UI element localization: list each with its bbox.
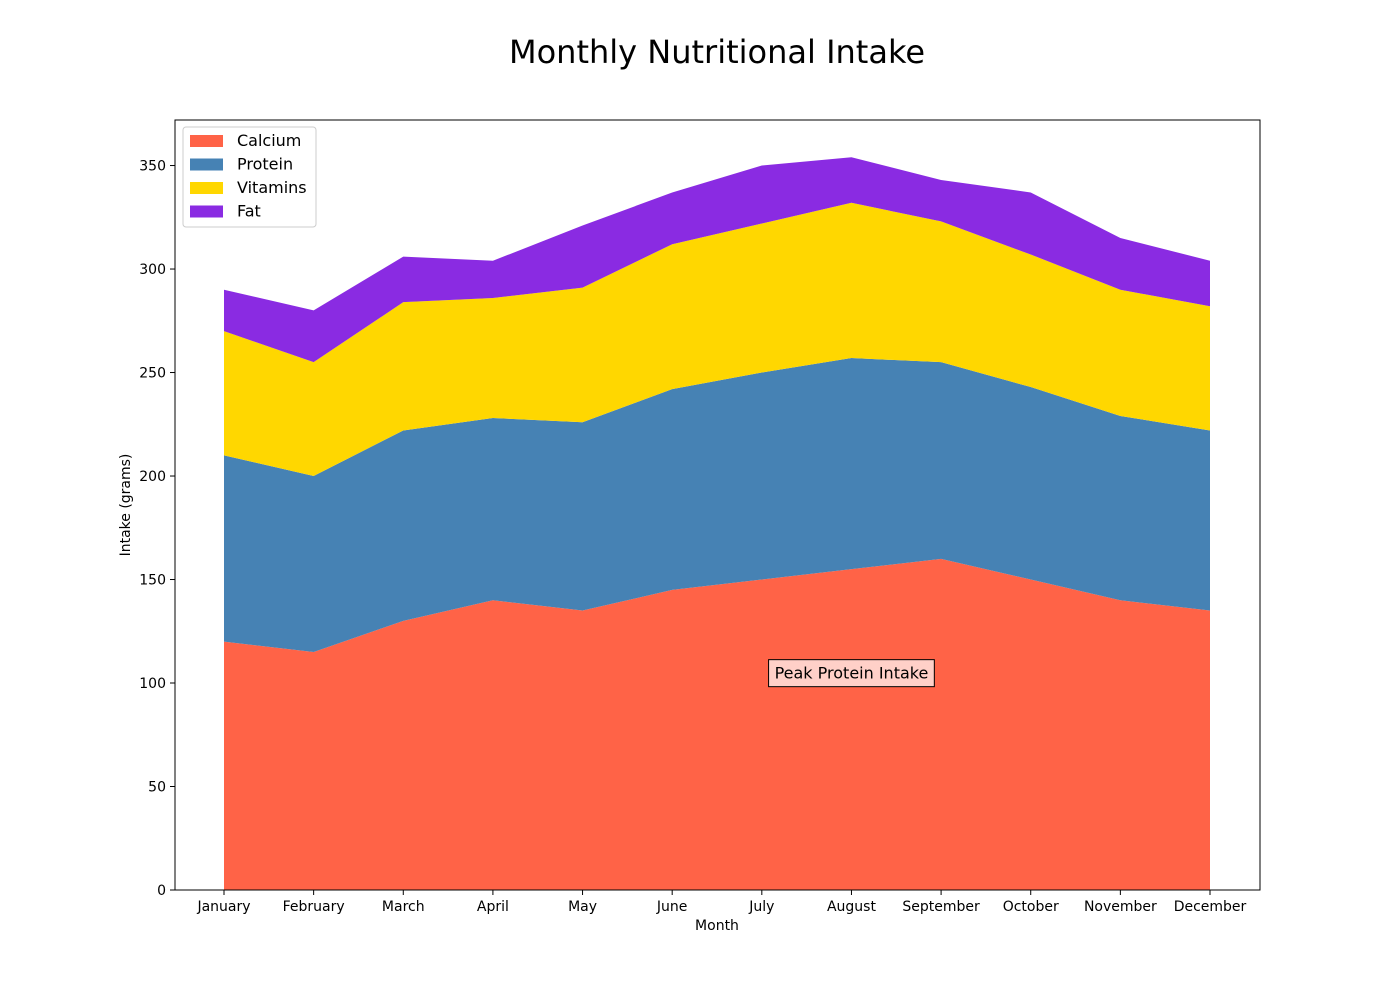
annotation-box xyxy=(768,659,935,688)
legend-label-protein: Protein xyxy=(237,155,293,174)
y-tick-label: 50 xyxy=(148,780,166,796)
legend-label-fat: Fat xyxy=(237,202,261,221)
legend-label-vitamins: Vitamins xyxy=(237,178,307,197)
x-tick-label: September xyxy=(902,899,980,915)
x-tick-label: November xyxy=(1084,899,1157,915)
legend-frame xyxy=(182,126,317,228)
x-tick-label: October xyxy=(1003,899,1059,915)
y-tick-label: 250 xyxy=(139,366,166,382)
x-tick-label: March xyxy=(382,899,425,915)
x-tick-label: August xyxy=(827,899,877,915)
plot-frame xyxy=(174,119,1261,891)
annotation-layer: Peak Protein Intake xyxy=(768,659,935,688)
legend-swatch-vitamins xyxy=(190,182,223,194)
y-tick-label: 200 xyxy=(139,469,166,485)
y-tick-label: 150 xyxy=(139,573,166,589)
area-fat xyxy=(224,157,1210,363)
y-axis: 0 50 100 150 200 250 300 350 xyxy=(139,159,175,899)
legend-swatch-calcium xyxy=(190,135,223,147)
legend-swatch-protein xyxy=(190,158,223,171)
legend-label-calcium: Calcium xyxy=(237,131,301,150)
legend: Calcium Protein Vitamins Fat xyxy=(182,126,317,228)
chart-title: Monthly Nutritional Intake xyxy=(509,33,925,71)
annotation-text: Peak Protein Intake xyxy=(775,664,929,683)
y-tick-label: 100 xyxy=(139,676,166,692)
legend-swatch-fat xyxy=(190,205,223,218)
area-vitamins xyxy=(224,202,1210,477)
x-tick-label: January xyxy=(196,899,250,915)
x-axis: January February March April May June July Augu… xyxy=(196,890,1247,915)
y-tick-label: 350 xyxy=(139,159,166,175)
y-axis-label: Intake (grams) xyxy=(118,454,134,557)
x-tick-label: June xyxy=(656,899,688,915)
x-tick-label: July xyxy=(748,899,774,915)
x-tick-label: February xyxy=(283,899,345,915)
x-axis-label: Month xyxy=(695,918,739,934)
x-tick-label: May xyxy=(568,899,597,915)
areas-layer xyxy=(224,157,1210,890)
area-protein xyxy=(224,358,1210,652)
x-tick-label: April xyxy=(477,899,509,915)
annotation: Peak Protein Intake xyxy=(768,659,935,688)
y-tick-label: 0 xyxy=(157,883,166,899)
x-tick-label: December xyxy=(1174,899,1247,915)
y-tick-label: 300 xyxy=(139,262,166,278)
area-calcium xyxy=(224,558,1210,890)
